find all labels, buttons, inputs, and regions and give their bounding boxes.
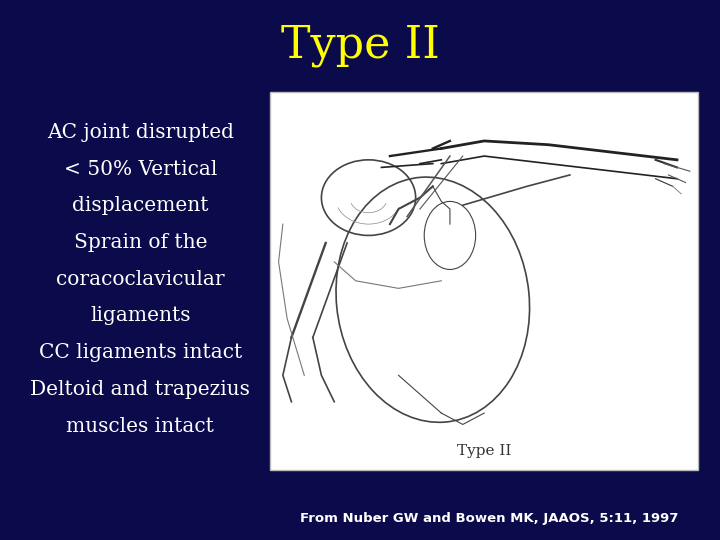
Bar	[270, 92, 698, 470]
Text: ligaments: ligaments	[90, 306, 191, 326]
Text: CC ligaments intact: CC ligaments intact	[39, 343, 242, 362]
Text: From Nuber GW and Bowen MK, JAAOS, 5:11, 1997: From Nuber GW and Bowen MK, JAAOS, 5:11,…	[300, 512, 679, 525]
Text: < 50% Vertical: < 50% Vertical	[63, 159, 217, 179]
Text: Sprain of the: Sprain of the	[73, 233, 207, 252]
Text: coracoclavicular: coracoclavicular	[56, 269, 225, 289]
Text: muscles intact: muscles intact	[66, 416, 215, 436]
Text: AC joint disrupted: AC joint disrupted	[47, 123, 234, 142]
Text: Type II: Type II	[281, 24, 439, 68]
Text: Type II: Type II	[457, 444, 511, 458]
Text: Deltoid and trapezius: Deltoid and trapezius	[30, 380, 251, 399]
Text: displacement: displacement	[72, 196, 209, 215]
